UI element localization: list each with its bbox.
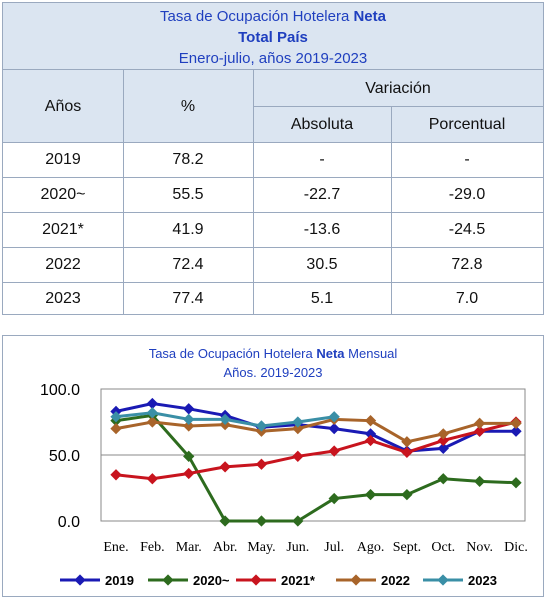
table-title-block: Tasa de Ocupación Hotelera Neta Total Pa…	[3, 3, 543, 70]
legend-label: 2020~	[193, 573, 230, 588]
col-divider	[391, 106, 392, 314]
x-tick-label: Feb.	[140, 540, 165, 555]
row-divider	[3, 247, 543, 248]
row-abs: -	[319, 151, 325, 168]
x-tick-label: Abr.	[213, 540, 238, 555]
legend-marker	[350, 574, 362, 586]
y-tick-label: 0.0	[58, 514, 80, 531]
occupancy-chart: Tasa de Ocupación Hotelera Neta Mensual …	[2, 335, 544, 597]
y-tick-label: 100.0	[40, 382, 80, 399]
table-period: Enero-julio, años 2019-2023	[178, 50, 368, 67]
legend-marker	[250, 574, 262, 586]
header-variation: Variación	[365, 80, 431, 97]
table-title: Tasa de Ocupación Hotelera Neta	[160, 8, 386, 25]
row-per: -29.0	[448, 186, 486, 203]
row-pct: 77.4	[172, 289, 204, 307]
series-line-2019	[115, 401, 516, 453]
row-year: 2020~	[40, 186, 86, 203]
data-point-2020~	[364, 488, 377, 501]
data-point-2020~	[473, 475, 486, 488]
data-point-2021*	[255, 458, 268, 470]
row-abs: 5.1	[310, 289, 334, 307]
data-point-2021*	[219, 461, 231, 473]
data-point-2022	[473, 417, 486, 429]
data-point-2020~	[292, 515, 304, 527]
data-point-2022	[437, 428, 449, 440]
chart-title-bold: Neta	[316, 346, 345, 361]
row-pct: 55.5	[172, 186, 204, 203]
header-absolute: Absoluta	[290, 116, 354, 133]
row-per: 72.8	[451, 256, 483, 273]
x-tick-label: Mar.	[176, 540, 202, 555]
x-tick-label: Dic.	[504, 540, 528, 555]
x-tick-label: Jun.	[286, 540, 309, 555]
legend-label: 2021*	[281, 573, 316, 588]
row-per: 7.0	[455, 289, 479, 307]
y-tick-label: 50.0	[49, 448, 80, 465]
series-line-2021*	[115, 420, 517, 481]
data-point-2021*	[110, 469, 122, 481]
legend-marker	[74, 574, 86, 586]
legend-marker	[162, 574, 174, 586]
legend-marker	[437, 574, 449, 586]
data-point-2019	[183, 403, 195, 415]
row-pct: 78.2	[172, 151, 204, 168]
row-pct: 41.9	[172, 221, 204, 238]
x-tick-label: Ene.	[103, 540, 128, 555]
row-abs: 30.5	[306, 256, 338, 273]
data-point-2021*	[146, 473, 159, 485]
occupancy-table: Tasa de Ocupación Hotelera Neta Total Pa…	[2, 2, 544, 315]
line-chart: 100.0 50.0 0.0 Ene. Feb. Mar. Abr. May. Jun. Jul.…	[40, 382, 528, 588]
col-divider	[253, 70, 254, 314]
data-point-2021*	[183, 467, 195, 480]
data-point-2021*	[292, 450, 304, 462]
data-point-2020~	[437, 473, 449, 485]
x-tick-label: May.	[247, 540, 275, 555]
data-point-2021*	[401, 446, 413, 459]
row-abs: -13.6	[303, 221, 341, 238]
data-point-2023	[219, 413, 231, 426]
table-subtitle: Total País	[238, 29, 308, 46]
header-years: Años	[44, 97, 82, 115]
data-point-2022	[110, 422, 122, 435]
x-tick-label: Jul.	[324, 540, 344, 555]
table-title-bold: Neta	[353, 8, 386, 25]
row-divider	[3, 282, 543, 283]
row-abs: -22.7	[303, 186, 341, 203]
row-year: 2023	[45, 289, 81, 307]
row-divider	[3, 177, 543, 178]
row-year: 2021*	[42, 221, 84, 238]
chart-title: Tasa de Ocupación Hotelera Neta Mensual	[148, 346, 398, 361]
data-point-2020~	[219, 515, 231, 527]
data-point-2022	[510, 417, 522, 429]
data-point-2020~	[510, 477, 522, 489]
plot-area	[100, 388, 526, 522]
row-per: -	[464, 151, 470, 168]
legend-label: 2022	[381, 573, 410, 588]
x-tick-label: Nov.	[466, 540, 493, 555]
row-pct: 72.4	[172, 256, 204, 273]
row-per: -24.5	[448, 221, 486, 238]
row-divider	[3, 212, 543, 213]
col-divider	[123, 70, 124, 314]
legend-label: 2023	[468, 573, 497, 588]
header-divider	[253, 106, 543, 107]
row-year: 2022	[45, 256, 81, 273]
data-point-2023	[183, 413, 195, 426]
series-line-2022	[115, 417, 516, 444]
data-point-2020~	[328, 492, 340, 505]
header-pct: %	[180, 97, 196, 115]
chart-subtitle: Años. 2019-2023	[223, 365, 323, 380]
x-tick-label: Sept.	[393, 540, 421, 555]
data-point-2022	[401, 436, 413, 448]
x-tick-label: Ago.	[357, 540, 385, 555]
series-line-2020~	[115, 413, 517, 523]
legend-label: 2019	[105, 573, 134, 588]
data-point-2020~	[255, 515, 268, 527]
header-percent: Porcentual	[428, 116, 506, 133]
x-tick-label: Oct.	[431, 540, 455, 555]
data-point-2020~	[401, 488, 413, 501]
row-year: 2019	[45, 151, 81, 168]
